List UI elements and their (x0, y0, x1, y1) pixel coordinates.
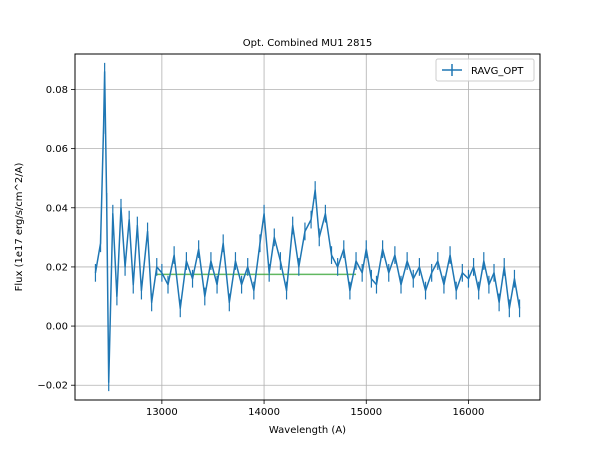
x-tick-label: 14000 (248, 407, 280, 418)
plot-frame (74, 53, 541, 401)
y-tick-label: 0.08 (46, 85, 68, 96)
y-tick-label: 0.04 (46, 203, 68, 214)
x-tick-label: 16000 (453, 407, 485, 418)
x-axis-label: Wavelength (A) (269, 425, 346, 436)
legend: RAVG_OPT (435, 58, 535, 82)
legend-entry-label: RAVG_OPT (471, 66, 524, 77)
ticks: 13000 14000 15000 16000 −0.02 0.00 0.02 0.04 0.0… (37, 85, 484, 418)
series-line-ravg-opt (94, 70, 521, 384)
y-tick-label: 0.00 (46, 322, 68, 333)
y-tick-label: 0.02 (46, 262, 68, 273)
y-tick-label: 0.06 (46, 144, 68, 155)
x-tick-label: 15000 (350, 407, 382, 418)
x-tick-label: 13000 (146, 407, 178, 418)
chart-title: Opt. Combined MU1 2815 (243, 38, 372, 49)
legend-box (435, 58, 535, 82)
series-layer (94, 62, 521, 392)
y-axis-label: Flux (1e17 erg/s/cm^2/A) (14, 163, 25, 292)
y-tick-label: −0.02 (37, 381, 68, 392)
